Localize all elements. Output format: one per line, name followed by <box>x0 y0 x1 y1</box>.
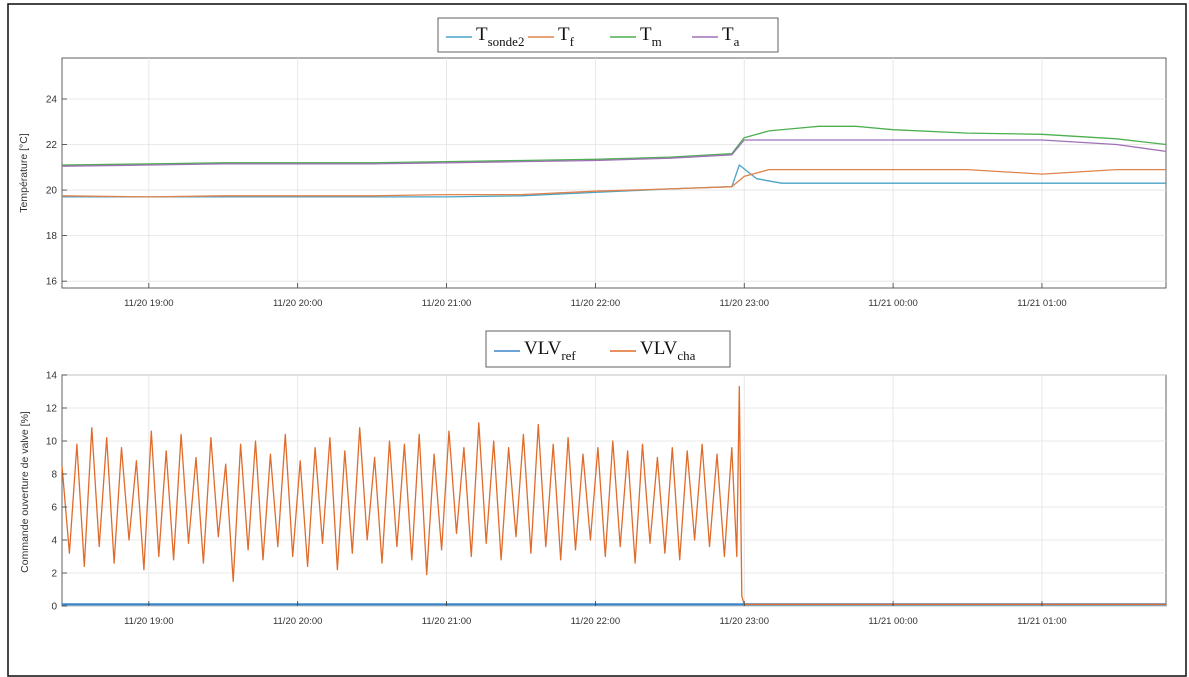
valve-x-tick-label: 11/20 22:00 <box>571 616 620 627</box>
valve-x-tick-label: 11/21 01:00 <box>1017 616 1066 627</box>
valve-y-tick-label: 12 <box>46 404 58 415</box>
temperature-y-tick-label: 18 <box>46 231 58 242</box>
temperature-x-tick-label: 11/21 01:00 <box>1017 298 1066 309</box>
temperature-y-tick-label: 24 <box>46 94 58 105</box>
valve-legend: VLVref VLVcha <box>486 331 730 367</box>
valve-y-tick-label: 2 <box>51 569 57 580</box>
temperature-x-tick-label: 11/20 21:00 <box>422 298 471 309</box>
valve-y-tick-label: 14 <box>46 371 58 382</box>
valve-y-tick-label: 6 <box>51 503 57 514</box>
valve-x-tick-label: 11/21 00:00 <box>868 616 917 627</box>
temperature-plot-area <box>62 58 1166 288</box>
temperature-x-tick-label: 11/20 23:00 <box>720 298 769 309</box>
valve-x-tick-label: 11/20 21:00 <box>422 616 471 627</box>
temperature-legend: Tsonde2 Tf Tm Ta <box>438 18 778 52</box>
temperature-x-tick-label: 11/20 20:00 <box>273 298 322 309</box>
temperature-y-tick-label: 22 <box>46 140 58 151</box>
valve-y-tick-label: 4 <box>51 536 57 547</box>
valve-x-tick-label: 11/20 19:00 <box>124 616 173 627</box>
temperature-x-tick-label: 11/21 00:00 <box>868 298 917 309</box>
valve-y-tick-label: 8 <box>51 470 57 481</box>
temperature-y-tick-label: 16 <box>46 277 58 288</box>
valve-x-tick-label: 11/20 20:00 <box>273 616 322 627</box>
valve-y-tick-label: 10 <box>46 437 58 448</box>
valve-y-axis-label: Commande ouverture de valve [%] <box>19 411 31 573</box>
temperature-chart: 16 18 20 22 24 11/20 19:00 11/20 20:00 11/20 2… <box>18 18 1166 309</box>
valve-y-tick-label: 0 <box>51 602 57 613</box>
temperature-y-tick-label: 20 <box>46 186 58 197</box>
valve-chart: 0 2 4 6 8 10 12 14 11/20 19:00 11/20 20:00 11/20 … <box>19 331 1166 627</box>
temperature-x-tick-label: 11/20 22:00 <box>571 298 620 309</box>
valve-x-tick-label: 11/20 23:00 <box>720 616 769 627</box>
temperature-x-tick-label: 11/20 19:00 <box>124 298 173 309</box>
temperature-y-axis-label: Température [°C] <box>18 133 30 213</box>
